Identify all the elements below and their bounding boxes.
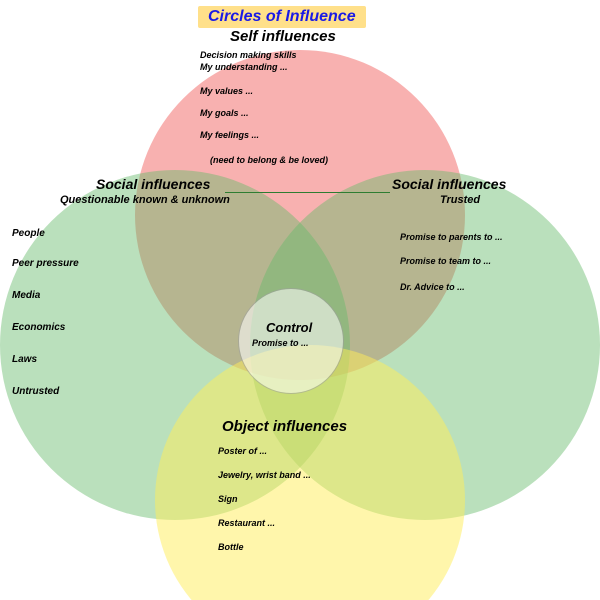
heading-self: Self influences — [230, 28, 336, 45]
social-right-item: Promise to team to ... — [400, 256, 491, 266]
self-item: My values ... — [200, 86, 253, 96]
self-item: My feelings ... — [200, 130, 259, 140]
self-item: (need to belong & be loved) — [210, 155, 328, 165]
social-right-item: Promise to parents to ... — [400, 232, 503, 242]
social-connector-line — [225, 192, 390, 193]
heading-control: Control — [266, 320, 312, 335]
self-item: My goals ... — [200, 108, 249, 118]
venn-diagram: Circles of Influence Self influences Soc… — [0, 0, 600, 600]
object-item: Poster of ... — [218, 446, 267, 456]
heading-object: Object influences — [222, 418, 347, 435]
heading-social-right: Social influences — [392, 176, 506, 192]
object-item: Restaurant ... — [218, 518, 275, 528]
social-left-item: Media — [12, 290, 40, 301]
self-item: Decision making skills — [200, 50, 297, 60]
object-item: Jewelry, wrist band ... — [218, 470, 311, 480]
self-item: My understanding ... — [200, 62, 288, 72]
heading-social-left: Social influences — [96, 176, 210, 192]
object-item: Sign — [218, 494, 238, 504]
social-left-item: Economics — [12, 322, 65, 333]
subheading-social-left: Questionable known & unknown — [60, 194, 230, 206]
social-left-item: Laws — [12, 354, 37, 365]
object-item: Bottle — [218, 542, 244, 552]
subheading-social-right: Trusted — [440, 194, 480, 206]
social-left-item: Peer pressure — [12, 258, 79, 269]
diagram-title: Circles of Influence — [198, 6, 366, 28]
social-left-item: Untrusted — [12, 386, 59, 397]
social-left-item: People — [12, 228, 45, 239]
social-right-item: Dr. Advice to ... — [400, 282, 465, 292]
control-item: Promise to ... — [252, 338, 309, 348]
